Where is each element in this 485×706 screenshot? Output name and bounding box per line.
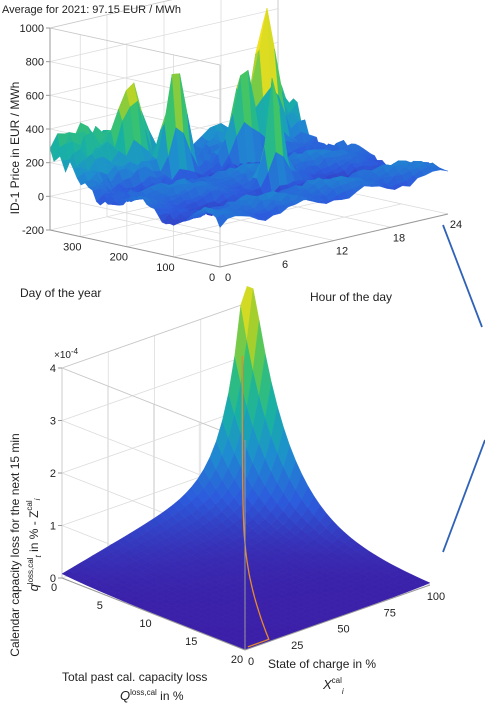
- z-axis-math-sub: t: [34, 555, 43, 558]
- z-multiplier-exponent: -4: [71, 347, 79, 356]
- chart-title: Average for 2021: 97.15 EUR / MWh: [2, 4, 181, 16]
- x-axis-math-main: X: [322, 677, 333, 692]
- z-axis-label-group: Calendar capacity loss for the next 15 m…: [8, 433, 43, 656]
- y-axis-math-main: Q: [120, 688, 130, 703]
- z-tick-label: 200: [26, 158, 44, 170]
- y-tick-label: 200: [110, 252, 128, 264]
- z-grid-side: [49, 195, 221, 234]
- x-tick-label: 12: [336, 246, 348, 258]
- y-tick-label: 5: [97, 600, 103, 612]
- y-axis-line: [49, 229, 221, 268]
- box-edge: [61, 302, 248, 369]
- x-axis-math-label: Xcali: [322, 676, 344, 696]
- y-tick-label: 0: [51, 582, 57, 594]
- x-tick-label: 100: [427, 591, 445, 603]
- z-tick-label: 400: [26, 124, 44, 136]
- x-tick-label: 25: [291, 640, 303, 652]
- capacity-loss-surface-chart: 0 1 2 3 4 0 25 50 75 100 0 5 10 15 20 ×10-4 Calendar cap…: [8, 285, 445, 703]
- z-axis-math-label: qloss,calt in % - Zcali: [25, 498, 43, 591]
- box-edge: [49, 0, 173, 29]
- connector-arrows: [442, 224, 485, 553]
- x-tick-label: 50: [337, 624, 349, 636]
- z-axis-math-sup: loss,cal: [26, 557, 35, 584]
- box-edge: [61, 367, 246, 441]
- z-axis-math-sup2: cal: [25, 500, 34, 510]
- connector-line-bottom: [442, 439, 485, 553]
- z-tick-label: 0: [50, 573, 56, 585]
- z-tick-label: -200: [22, 225, 44, 237]
- z-tick-label: 0: [38, 191, 44, 203]
- x-tick-label: 6: [282, 259, 288, 271]
- y-grid-floor: [173, 203, 402, 258]
- z-grid-side: [49, 61, 221, 100]
- y-axis-label: Total past cal. capacity loss: [62, 670, 207, 684]
- x-axis-line: [244, 584, 431, 651]
- z-tick-label: 4: [50, 363, 56, 375]
- y-axis-line: [61, 577, 246, 651]
- x-tick-label: 0: [225, 272, 231, 284]
- z-tick-label: 1000: [20, 23, 44, 35]
- y-tick-label: 100: [156, 262, 174, 274]
- box-edge: [49, 27, 221, 66]
- z-tick-label: 600: [26, 90, 44, 102]
- x-axis-math-sub: i: [342, 687, 344, 696]
- z-tick-label: 2: [50, 468, 56, 480]
- x-axis-label: Hour of the day: [310, 290, 392, 304]
- price-surface-chart: -200 0 200 400 600 800 1000 0 6 12 18 24 0 100 200 300 A…: [2, 0, 462, 304]
- surface-cell: [417, 579, 431, 586]
- x-tick-label: 75: [384, 607, 396, 619]
- z-axis-math-rest: in % - Z: [27, 511, 41, 556]
- y-axis-label: Day of the year: [20, 286, 101, 300]
- y-tick-label: 0: [209, 272, 215, 284]
- z-axis-math-main: q: [26, 583, 41, 591]
- connector-line-top: [442, 224, 483, 328]
- y-tick-label: 10: [139, 618, 151, 630]
- x-axis-label: State of charge in %: [268, 657, 376, 671]
- y-axis-math-label: Qloss,cal in %: [120, 688, 184, 703]
- x-tick-label: 0: [248, 656, 254, 668]
- x-grid-floor: [106, 216, 278, 255]
- y-tick-label: 15: [185, 636, 197, 648]
- x-tick-label: 24: [450, 219, 462, 231]
- capacity-surface: [61, 285, 431, 651]
- y-grid-floor: [126, 193, 355, 248]
- surface-cell: [436, 166, 449, 172]
- x-axis-line: [219, 213, 449, 268]
- y-tick-label: 20: [231, 654, 243, 666]
- z-tick-label: 3: [50, 416, 56, 428]
- z-tick-label: 1: [50, 521, 56, 533]
- z-axis-label: ID-1 Price in EUR / MWh: [8, 82, 22, 215]
- z-axis-math-sub2: i: [33, 498, 42, 500]
- y-axis-math-sup: loss,cal: [130, 688, 157, 697]
- z-tick-label: 800: [26, 57, 44, 69]
- y-axis-math-rest: in %: [157, 689, 184, 703]
- y-tick-label: 300: [63, 242, 81, 254]
- highlight-line: [241, 355, 270, 648]
- x-axis-math-sup: cal: [332, 676, 342, 685]
- z-axis-label: Calendar capacity loss for the next 15 m…: [8, 433, 22, 656]
- x-tick-label: 18: [393, 232, 405, 244]
- price-surface: [49, 7, 449, 228]
- z-multiplier-label: ×10-4: [54, 347, 79, 361]
